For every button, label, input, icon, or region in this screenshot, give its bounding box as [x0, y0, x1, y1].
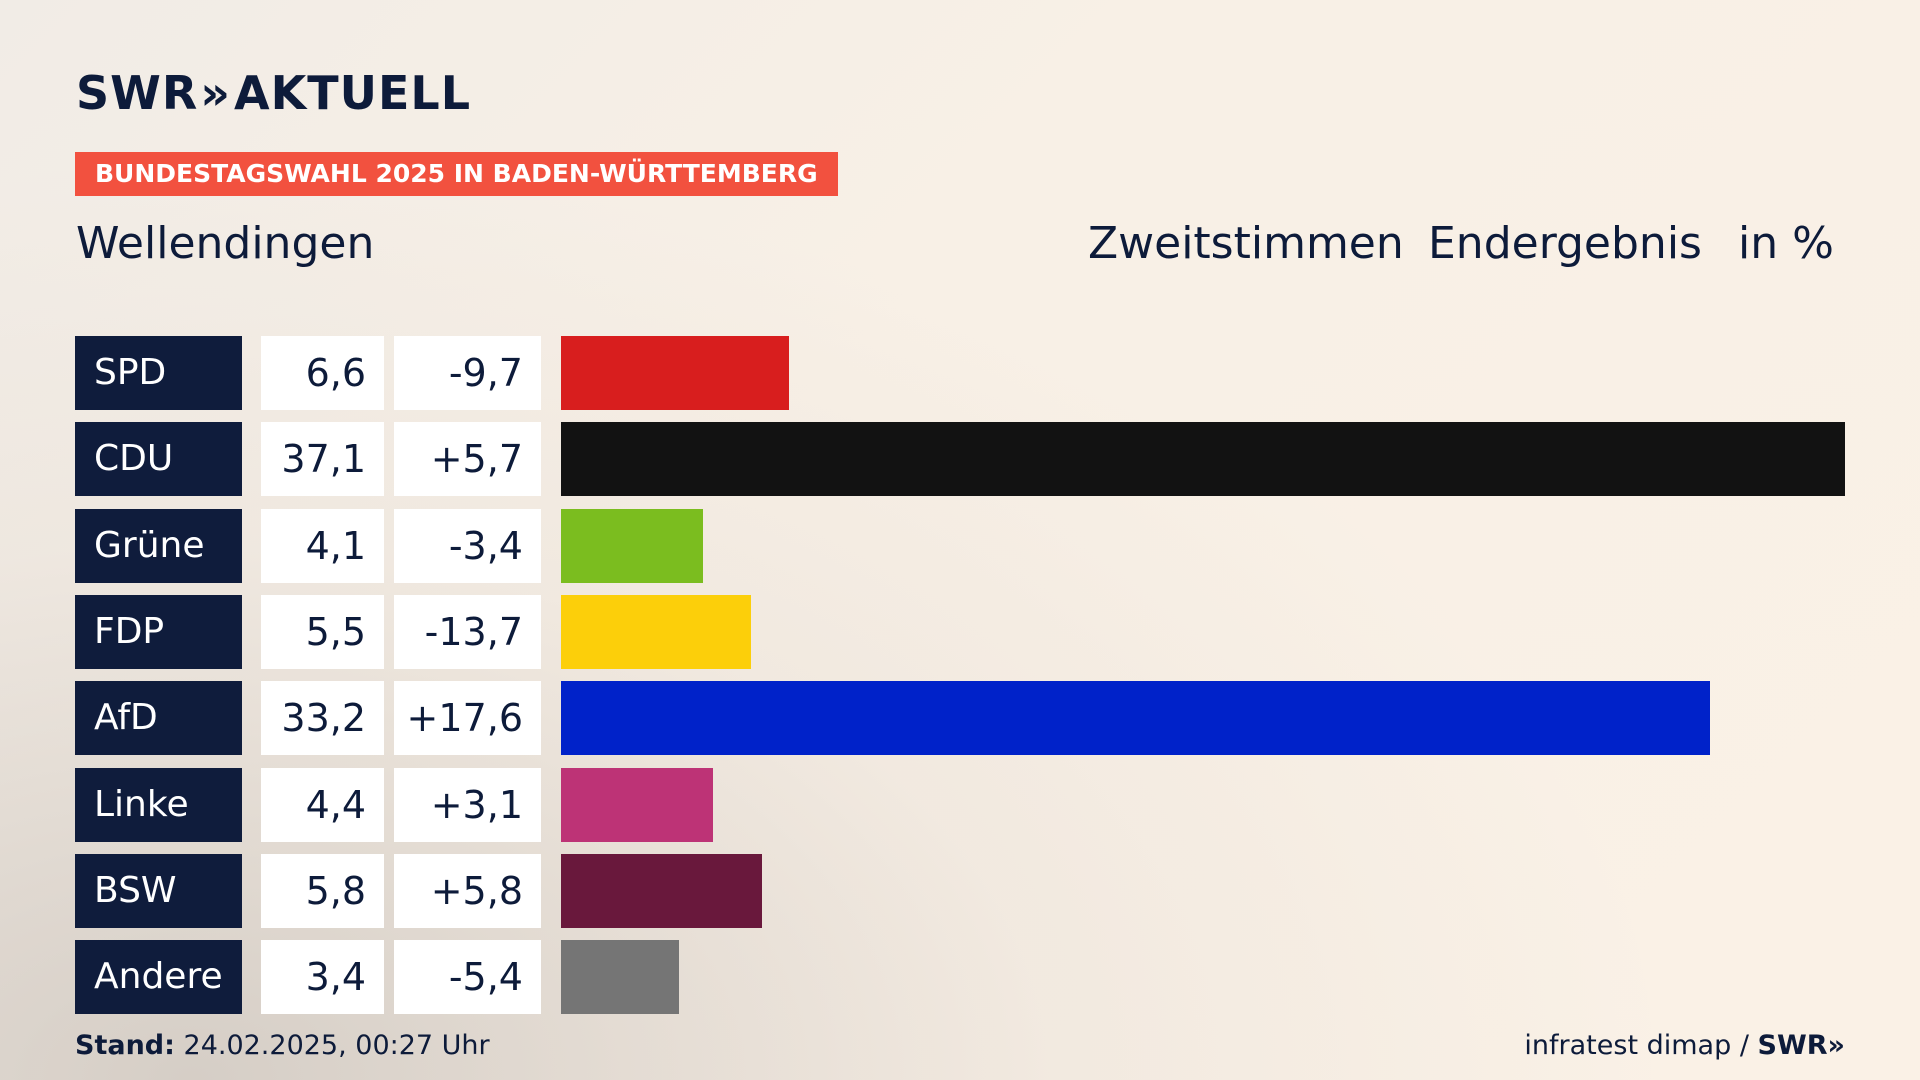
source-brand: SWR»: [1757, 1030, 1845, 1061]
result-bar: [561, 422, 1845, 497]
party-label: CDU: [75, 422, 242, 497]
municipality-title: Wellendingen: [76, 218, 375, 269]
vote-share-value: 3,4: [261, 940, 384, 1015]
vote-share-value: 4,1: [261, 508, 384, 583]
stand-value: 24.02.2025, 00:27 Uhr: [183, 1030, 490, 1061]
footer-source: infratest dimap / SWR»: [1524, 1030, 1845, 1061]
result-bar: [561, 508, 703, 583]
result-bar: [561, 336, 789, 410]
vote-share-value: 5,8: [261, 853, 384, 928]
header-unit: in %: [1738, 218, 1834, 269]
result-bar: [561, 681, 1710, 756]
vote-share-value: 5,5: [261, 594, 384, 669]
party-label: AfD: [75, 681, 242, 756]
vote-change-value: +3,1: [394, 767, 541, 842]
vote-share-value: 4,4: [261, 767, 384, 842]
result-bar: [561, 853, 762, 928]
party-label: Linke: [75, 767, 242, 842]
vote-change-value: -3,4: [394, 508, 541, 583]
vote-share-value: 33,2: [261, 681, 384, 756]
party-label: BSW: [75, 853, 242, 928]
vote-change-value: +5,8: [394, 853, 541, 928]
source-text: infratest dimap /: [1524, 1030, 1749, 1061]
vote-change-value: -13,7: [394, 594, 541, 669]
vote-change-value: +5,7: [394, 422, 541, 497]
footer-timestamp: Stand: 24.02.2025, 00:27 Uhr: [75, 1030, 490, 1061]
party-label: FDP: [75, 594, 242, 669]
header-vote-type: Zweitstimmen: [1088, 218, 1404, 269]
result-bar: [561, 767, 713, 842]
vote-change-value: -9,7: [394, 336, 541, 410]
vote-change-value: +17,6: [394, 681, 541, 756]
result-bar: [561, 940, 679, 1015]
header-status: Endergebnis: [1428, 218, 1702, 269]
stand-label: Stand:: [75, 1030, 175, 1061]
swr-aktuell-logo: SWR» AKTUELL: [76, 66, 472, 120]
election-banner: BUNDESTAGSWAHL 2025 IN BADEN-WÜRTTEMBERG: [75, 152, 838, 196]
party-label: Grüne: [75, 508, 242, 583]
result-bar: [561, 594, 751, 669]
vote-change-value: -5,4: [394, 940, 541, 1015]
vote-share-value: 37,1: [261, 422, 384, 497]
party-label: SPD: [75, 336, 242, 410]
party-label: Andere: [75, 940, 242, 1015]
vote-share-value: 6,6: [261, 336, 384, 410]
